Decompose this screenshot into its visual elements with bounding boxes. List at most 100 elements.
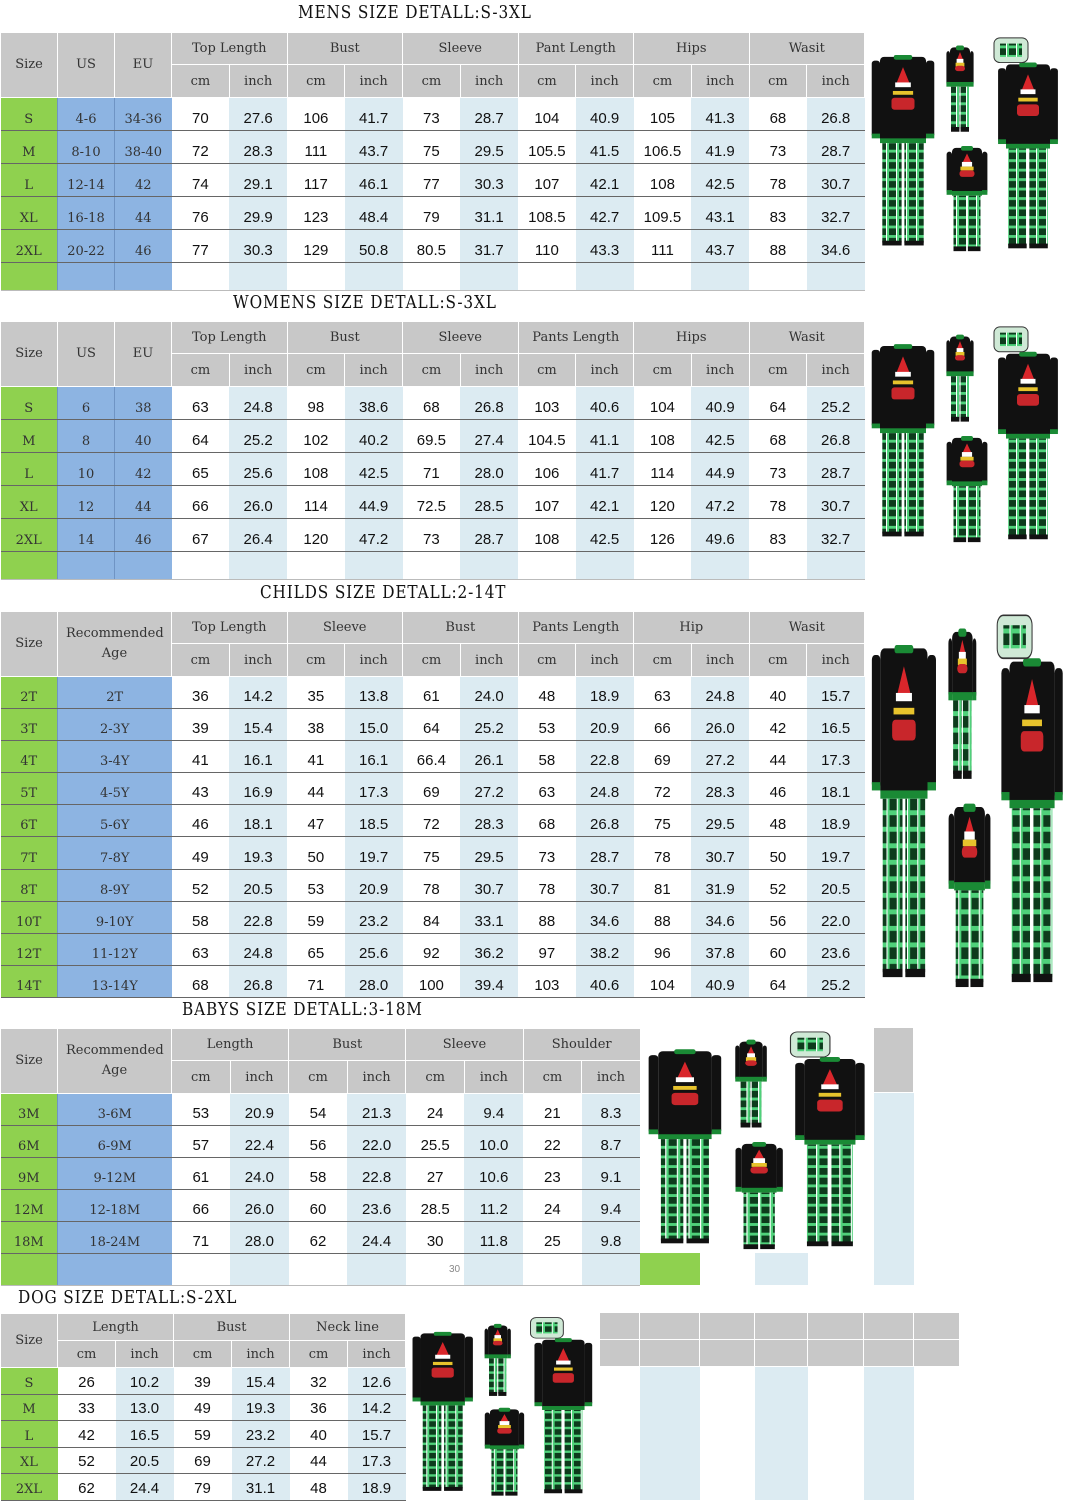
- cm-value-cell: 22: [523, 1125, 582, 1158]
- size-cell: 6M: [0, 1125, 58, 1158]
- inch-value-cell: 31.9: [691, 869, 750, 902]
- inch-value-cell: 15.4: [231, 1367, 290, 1395]
- inch-value-cell: 20.9: [575, 708, 634, 742]
- inch-value-cell: 40.6: [575, 965, 634, 998]
- cm-value-cell: 48: [749, 804, 807, 838]
- inch-value-cell: 17.3: [347, 1447, 406, 1475]
- cm-value-cell: 39: [171, 708, 230, 742]
- empty-cell: [633, 262, 692, 291]
- cm-value-cell: 106: [518, 452, 576, 486]
- empty-cell: [229, 262, 287, 291]
- cm-value-cell: 46: [171, 804, 230, 838]
- group-header-wasit: Wasit: [748, 321, 866, 354]
- size-cell: S: [0, 1367, 58, 1395]
- inch-value-cell: 20.5: [806, 869, 865, 902]
- reference-size-cell: 44: [114, 485, 172, 519]
- cm-value-cell: 25: [523, 1221, 582, 1254]
- inch-value-cell: 49.6: [691, 518, 750, 552]
- inch-value-cell: 27.4: [460, 419, 519, 453]
- childs-section-title: CHILDS SIZE DETALL:2-14T: [260, 582, 507, 603]
- reference-size-cell: 18-24M: [57, 1221, 172, 1254]
- cm-value-cell: 88: [749, 229, 807, 263]
- cm-value-cell: 61: [171, 1157, 231, 1190]
- inch-value-cell: 42.5: [575, 518, 634, 552]
- cm-value-cell: 111: [287, 130, 345, 164]
- inch-value-cell: 24.8: [229, 386, 287, 420]
- unit-cm-header: cm: [517, 64, 577, 98]
- inch-value-cell: 19.7: [344, 836, 403, 870]
- inch-value-cell: 31.1: [231, 1473, 290, 1501]
- cm-value-cell: 60: [288, 1189, 348, 1222]
- reference-size-cell: 6-9M: [57, 1125, 172, 1158]
- empty-cell: [464, 1253, 524, 1286]
- cm-value-cell: 56: [288, 1125, 348, 1158]
- cm-value-cell: 105: [633, 97, 692, 131]
- table-row: 7T 7-8Y 49 19.3 50 19.7 75 29.5 73 28.7 78 30.7 50 19…: [0, 836, 865, 870]
- cm-value-cell: 36: [171, 676, 230, 710]
- cm-value-cell: 78: [749, 485, 807, 519]
- inch-value-cell: 24.4: [115, 1473, 174, 1501]
- unit-cm-header: cm: [171, 64, 230, 98]
- inch-value-cell: 27.6: [229, 97, 287, 131]
- inch-value-cell: 24.8: [691, 676, 750, 710]
- cm-value-cell: 72.5: [402, 485, 461, 519]
- unit-cm-header: cm: [633, 353, 692, 387]
- column-header-size: Size: [0, 1313, 58, 1368]
- filler-cell: [755, 1253, 808, 1285]
- cm-value-cell: 44: [749, 740, 807, 774]
- cm-value-cell: 108: [633, 419, 692, 453]
- cm-value-cell: 73: [749, 130, 807, 164]
- empty-row: [0, 262, 865, 291]
- cm-value-cell: 120: [633, 485, 692, 519]
- cm-value-cell: 69.5: [402, 419, 461, 453]
- inch-value-cell: 16.5: [115, 1420, 174, 1448]
- table-row: S 6 38 63 24.8 98 38.6 68 26.8 103 40.6 104 40.9 64 25…: [0, 386, 865, 420]
- cm-value-cell: 72: [633, 772, 692, 806]
- size-cell: XL: [0, 1447, 58, 1475]
- womens-size-table: Size US EU Top Length Bust Sleeve Pants Length…: [0, 321, 866, 580]
- inch-value-cell: 47.2: [344, 518, 403, 552]
- column-header-us: US: [57, 32, 115, 98]
- empty-cell: [402, 262, 461, 291]
- reference-size-cell: 13-14Y: [57, 965, 172, 998]
- inch-value-cell: 43.3: [575, 229, 634, 263]
- cm-value-cell: 104: [633, 965, 692, 998]
- inch-value-cell: 28.7: [460, 518, 519, 552]
- cm-value-cell: 40: [749, 676, 807, 710]
- inch-value-cell: 27.2: [460, 772, 519, 806]
- size-cell: 5T: [0, 772, 58, 806]
- cm-value-cell: 27: [405, 1157, 465, 1190]
- inch-value-cell: 34.6: [806, 229, 865, 263]
- unit-cm-header: cm: [402, 64, 461, 98]
- reference-size-cell: 4-6: [57, 97, 115, 131]
- cm-value-cell: 68: [749, 419, 807, 453]
- cm-value-cell: 103: [518, 965, 576, 998]
- cm-value-cell: 73: [402, 97, 461, 131]
- inch-value-cell: 18.9: [347, 1473, 406, 1501]
- cm-value-cell: 62: [288, 1221, 348, 1254]
- reference-size-cell: 7-8Y: [57, 836, 172, 870]
- cm-value-cell: 38: [287, 708, 345, 742]
- unit-cm-header: cm: [402, 353, 461, 387]
- pajama-family-image: [412, 1317, 593, 1496]
- filler-cell: [755, 1367, 808, 1500]
- unit-inch-header: inch: [347, 1340, 407, 1368]
- inch-value-cell: 14.2: [229, 676, 287, 710]
- column-header-recommended-age: Recommended Age: [57, 1028, 172, 1094]
- cm-value-cell: 71: [171, 1221, 231, 1254]
- empty-cell: [460, 551, 519, 580]
- inch-value-cell: 30.7: [575, 869, 634, 902]
- group-header-bust: Bust: [172, 1313, 291, 1341]
- cm-value-cell: 106.5: [633, 130, 692, 164]
- size-cell: 2XL: [0, 1473, 58, 1501]
- header-filler-cell: [808, 1313, 864, 1340]
- empty-cell: [57, 1253, 172, 1286]
- cm-value-cell: 68: [402, 386, 461, 420]
- cm-value-cell: 104.5: [518, 419, 576, 453]
- inch-value-cell: 41.7: [344, 97, 403, 131]
- dog-size-table: Size Length Bust Neck line cm inch cm inch cm inc…: [0, 1313, 407, 1501]
- reference-size-cell: 46: [114, 229, 172, 263]
- cm-value-cell: 105.5: [518, 130, 576, 164]
- cm-value-cell: 106: [287, 97, 345, 131]
- inch-value-cell: 10.2: [115, 1367, 174, 1395]
